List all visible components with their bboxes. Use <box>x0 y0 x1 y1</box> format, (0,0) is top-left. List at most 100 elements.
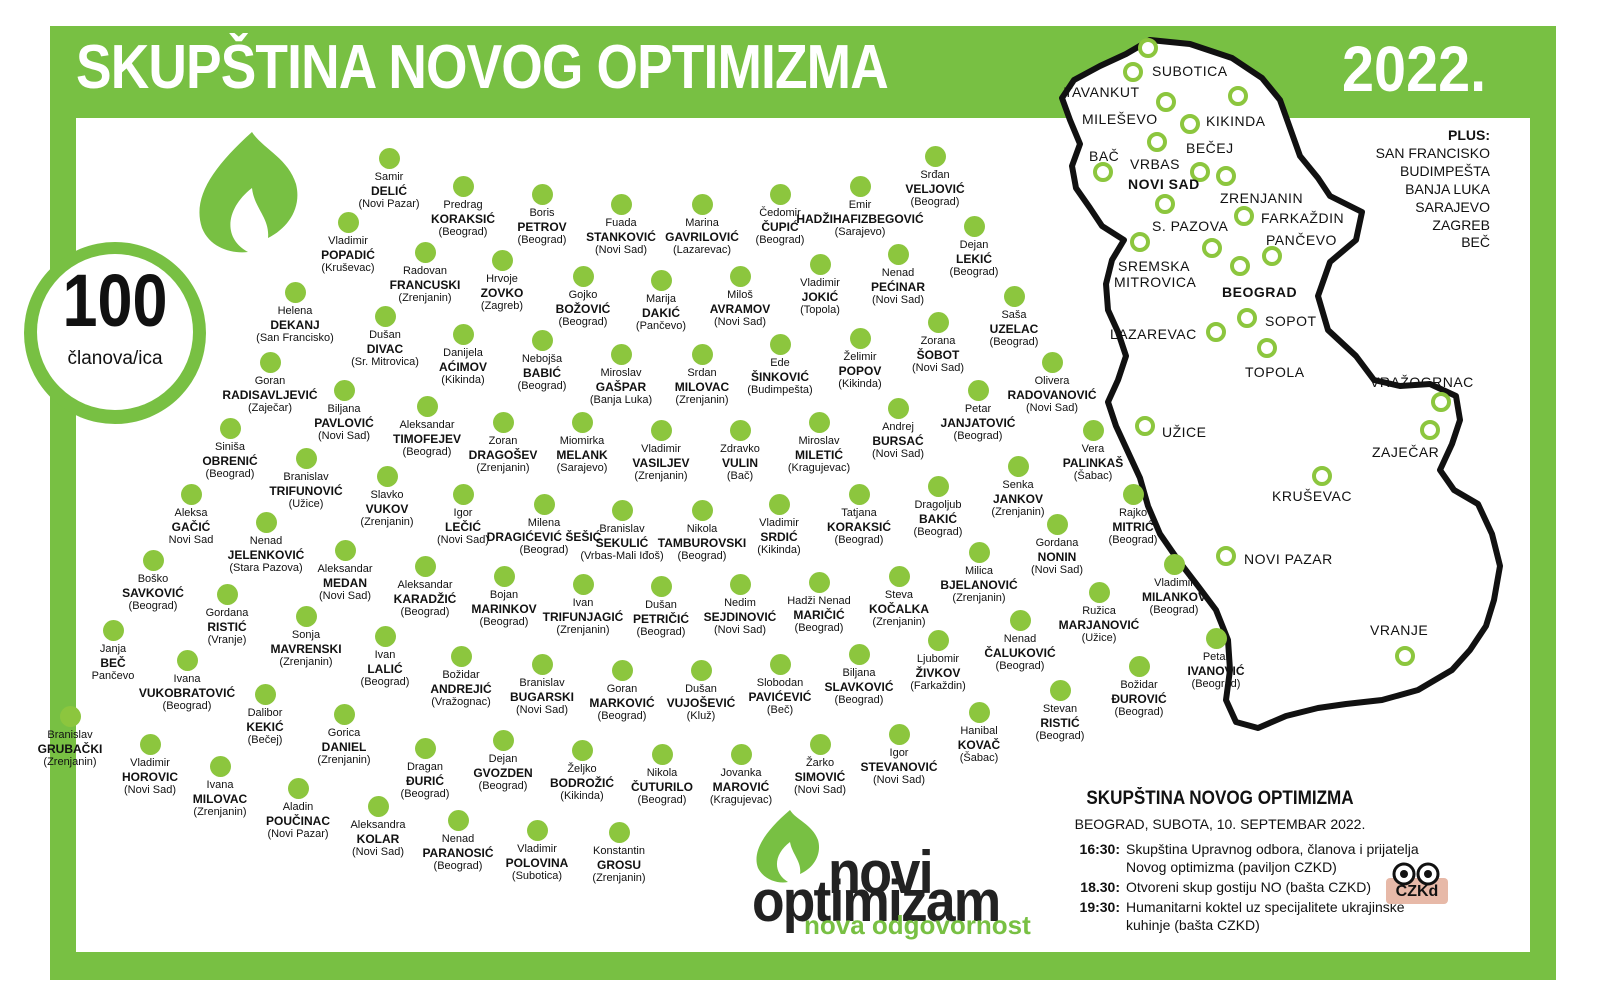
member-dot-icon <box>142 550 164 571</box>
member-first-name: Sonja <box>291 629 321 641</box>
member-city: (Zrenjanin) <box>634 470 688 483</box>
member-dot-icon <box>571 740 593 761</box>
member-last-name: VELJOVIĆ <box>905 181 965 196</box>
map-city-marker-icon <box>1228 86 1248 106</box>
map-city-marker-icon <box>1312 466 1332 486</box>
map-city-marker-icon <box>1395 646 1415 666</box>
member-dot-icon <box>808 412 830 433</box>
member-city: (Beograd) <box>995 660 1045 673</box>
member-city: (Beograd) <box>402 446 452 459</box>
member-entry: Gorica DANIEL (Zrenjanin) <box>269 704 419 767</box>
member-dot-icon <box>650 270 672 291</box>
member-first-name: Branislav <box>47 729 93 741</box>
member-last-name: ŠINKOVIĆ <box>750 369 809 384</box>
member-city: (Beograd) <box>989 336 1039 349</box>
member-first-name: Nenad <box>881 267 915 279</box>
map-city-label: MILEŠEVO <box>1082 111 1158 127</box>
member-city: (Novi Sad) <box>912 362 964 375</box>
member-city: (Zrenjanin) <box>991 506 1045 519</box>
plus-title: PLUS: <box>1448 127 1490 143</box>
member-last-name: JELENKOVIĆ <box>227 547 305 562</box>
member-entry: Nenad JELENKOVIĆ (Stara Pazova) <box>191 512 341 575</box>
member-dot-icon <box>1122 484 1144 505</box>
schedule-text: Humanitarni koktel uz specijalitete ukra… <box>1126 899 1405 934</box>
member-last-name: SRDIĆ <box>760 529 798 544</box>
member-dot-icon <box>1163 554 1185 575</box>
map-city-marker-icon <box>1420 420 1440 440</box>
member-entry: Danijela AĆIMOV (Kikinda) <box>388 324 538 387</box>
member-first-name: Steva <box>884 589 914 601</box>
member-last-name: PETRIČIĆ <box>632 611 689 626</box>
member-entry: Slobodan PAVIĆEVIĆ (Beč) <box>705 654 855 717</box>
member-dot-icon <box>139 734 161 755</box>
member-entry: Nenad ČALUKOVIĆ (Beograd) <box>945 610 1095 673</box>
member-first-name: Marina <box>685 217 719 229</box>
member-city: (Zrenjanin) <box>675 394 729 407</box>
member-city: (Novi Sad) <box>872 448 924 461</box>
map-city-label: SUBOTICA <box>1152 63 1228 79</box>
member-dot-icon <box>651 744 673 765</box>
member-first-name: Biljana <box>327 403 361 415</box>
member-entry: Milena DRAGIĆEVIĆ ŠEŠIĆ (Beograd) <box>469 494 619 557</box>
member-dot-icon <box>888 724 910 745</box>
member-dot-icon <box>572 574 594 595</box>
page-title: SKUPŠTINA NOVOG OPTIMIZMA <box>76 33 889 102</box>
member-first-name: Čedomir <box>759 207 801 219</box>
member-dot-icon <box>650 576 672 597</box>
member-dot-icon <box>887 398 909 419</box>
member-dot-icon <box>295 606 317 627</box>
member-first-name: Slobodan <box>756 677 804 689</box>
member-dot-icon <box>691 500 713 521</box>
member-entry: Radovan FRANCUSKI (Zrenjanin) <box>350 242 500 305</box>
map-city-label: NOVI SAD <box>1128 176 1200 192</box>
map-city-label: MITROVICA <box>1114 274 1197 290</box>
member-count: 100 <box>62 259 168 342</box>
member-first-name: Siniša <box>215 441 245 453</box>
member-last-name: POPADIĆ <box>321 247 375 262</box>
map-city-label: UŽICE <box>1162 424 1207 440</box>
member-first-name: Dušan <box>369 329 401 341</box>
map-city-label: TAVANKUT <box>1064 84 1140 100</box>
badge-inner <box>37 254 193 410</box>
schedule-row: 16:30: Skupština Upravnog odbora, članov… <box>1050 840 1420 876</box>
member-city: (Beograd) <box>913 526 963 539</box>
member-first-name: Nenad <box>1003 633 1037 645</box>
member-first-name: Hrvoje <box>486 273 518 285</box>
member-entry: Ivana MILOVAC (Zrenjanin) <box>145 756 295 819</box>
member-city: (Beograd) <box>677 550 727 563</box>
member-entry: Branislav TRIFUNOVIĆ (Užice) <box>231 448 381 511</box>
member-entry: Nedim SEJDINOVIĆ (Novi Sad) <box>665 574 815 637</box>
member-entry: Biljana SLAVKOVIĆ (Beograd) <box>784 644 934 707</box>
member-city: (Novi Sad) <box>794 784 846 797</box>
member-city: (Novi Pazar) <box>267 828 329 841</box>
member-first-name: Branislav <box>519 677 565 689</box>
member-entry: Dragan ĐURIĆ (Beograd) <box>350 738 500 801</box>
member-last-name: IVANOVIĆ <box>1187 663 1245 678</box>
member-dot-icon <box>337 212 359 233</box>
member-entry: Branislav BUGARSKI (Novi Sad) <box>467 654 617 717</box>
member-first-name: Dalibor <box>247 707 283 719</box>
member-first-name: Miloš <box>727 289 753 301</box>
member-entry: Vera PALINKAŠ (Šabac) <box>1018 420 1168 483</box>
member-dot-icon <box>769 334 791 355</box>
member-dot-icon <box>333 380 355 401</box>
member-last-name: MEDAN <box>323 575 367 590</box>
member-city: (Beograd) <box>755 234 805 247</box>
member-last-name: DANIEL <box>321 739 367 754</box>
member-first-name: Nebojša <box>521 353 563 365</box>
member-city: (Beograd) <box>478 780 528 793</box>
member-city: (Novi Sad) <box>352 846 404 859</box>
member-dot-icon <box>367 796 389 817</box>
member-last-name: POLOVINA <box>505 855 569 870</box>
map-city-marker-icon <box>1093 162 1113 182</box>
member-entry: Vladimir SRDIĆ (Kikinda) <box>704 494 854 557</box>
member-last-name: PALINKAŠ <box>1062 455 1124 470</box>
member-entry: Siniša OBRENIĆ (Beograd) <box>155 418 305 481</box>
logo-optimizam: optimizam <box>752 869 1001 934</box>
member-entry: Ružica MARJANOVIĆ (Užice) <box>1024 582 1174 645</box>
member-first-name: Igor <box>453 507 473 519</box>
member-dot-icon <box>1041 352 1063 373</box>
member-entry: Igor LEČIĆ (Novi Sad) <box>388 484 538 547</box>
member-last-name: DELIĆ <box>371 183 407 198</box>
member-last-name: ANDREJIĆ <box>430 681 492 696</box>
